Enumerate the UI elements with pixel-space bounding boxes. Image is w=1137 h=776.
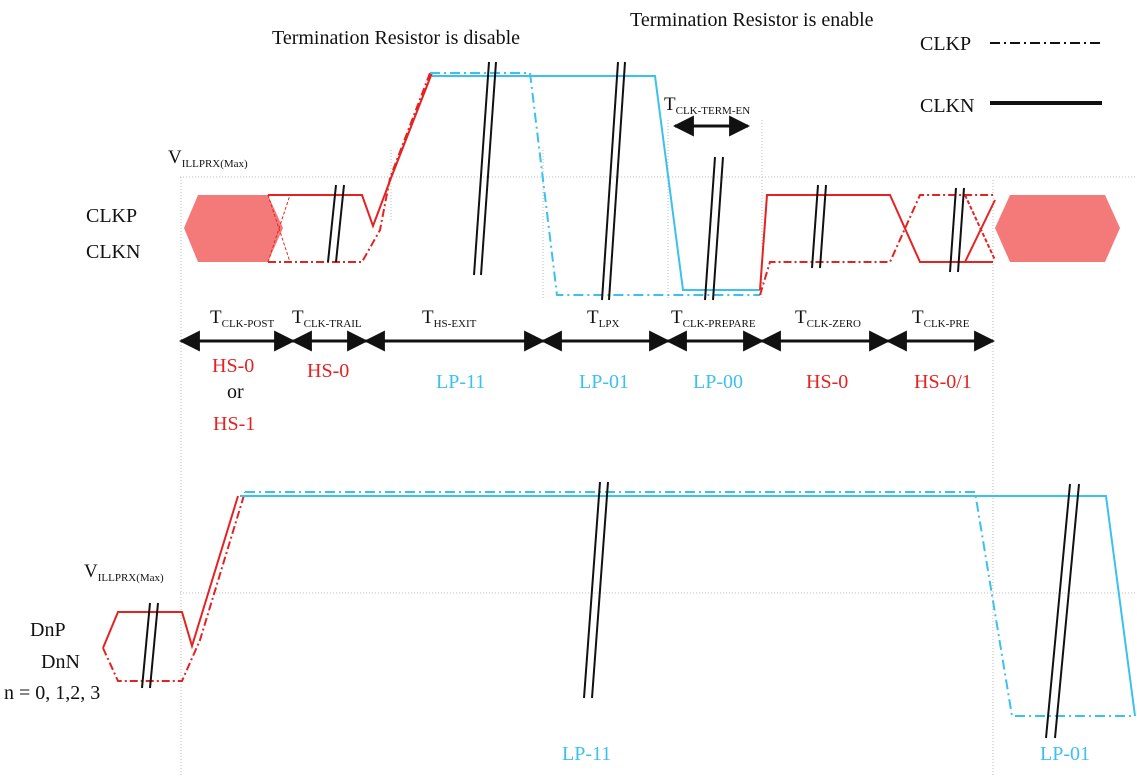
termination-enable-note: Termination Resistor is enable <box>630 9 874 31</box>
data-threshold-label: VILLPRX(Max) <box>84 561 164 584</box>
state-lp00: LP-00 <box>693 371 743 393</box>
state-hs01: HS-0/1 <box>914 371 972 393</box>
clock-break-marks <box>327 61 965 301</box>
clkp-signal-label: CLKP <box>86 205 137 227</box>
termination-disable-note: Termination Resistor is disable <box>272 27 520 49</box>
clkp-hs-trail <box>268 72 431 263</box>
clkn-lp-segment <box>432 75 760 291</box>
timing-label-hs-exit: THS-EXIT <box>422 307 477 330</box>
timing-label-lpx: TLPX <box>587 307 619 330</box>
timing-label-clk-trail: TCLK-TRAIL <box>292 307 362 330</box>
dnp-hs-segment <box>102 495 239 650</box>
dnn-signal-label: DnN <box>41 651 80 673</box>
state-lp11: LP-11 <box>436 371 485 393</box>
state-hs0: HS-0 <box>212 355 254 377</box>
data-state-lp11: LP-11 <box>562 743 611 765</box>
dnp-lp-segment <box>240 495 1136 717</box>
state-lp01: LP-01 <box>579 371 629 393</box>
clkp-hs-zero <box>759 194 993 296</box>
timing-label-clk-prepare: TCLK-PREPARE <box>671 307 756 330</box>
clkn-hs-trail <box>268 72 433 229</box>
clkn-hs-zero <box>759 194 993 291</box>
state-hs0-zero: HS-0 <box>806 371 848 393</box>
timing-label-clk-pre: TCLK-PRE <box>912 307 970 330</box>
lane-index-label: n = 0, 1,2, 3 <box>4 682 100 704</box>
timing-labels: TCLK-POST TCLK-TRAIL THS-EXIT TLPX TCLK-… <box>210 307 970 330</box>
dnn-lp-segment <box>245 491 1135 717</box>
clock-waveform <box>184 61 1120 301</box>
clock-threshold-label: VILLPRX(Max) <box>168 147 248 170</box>
state-or: or <box>227 381 244 403</box>
legend-clkn-label: CLKN <box>920 95 974 117</box>
guide-lines <box>180 120 1135 776</box>
data-state-lp01: LP-01 <box>1040 743 1090 765</box>
crossover <box>267 194 291 263</box>
timing-label-clk-zero: TCLK-ZERO <box>795 307 861 330</box>
data-break-marks <box>141 481 1080 739</box>
clkn-signal-label: CLKN <box>86 241 140 263</box>
legend-clkp-label: CLKP <box>920 33 971 55</box>
state-labels: HS-0 or HS-1 HS-0 LP-11 LP-01 LP-00 HS-0… <box>212 355 972 435</box>
crossover <box>964 199 996 263</box>
hs-data-block-right <box>995 195 1120 262</box>
hs-data-block-left <box>184 195 283 262</box>
data-waveform <box>102 481 1136 739</box>
timing-label-clk-post: TCLK-POST <box>210 307 274 330</box>
state-hs1: HS-1 <box>213 413 255 435</box>
dnp-signal-label: DnP <box>30 619 66 641</box>
crossover <box>964 194 996 261</box>
clkp-lp-segment <box>430 72 760 296</box>
legend: CLKP CLKN <box>920 33 1102 117</box>
term-en-label: TCLK-TERM-EN <box>664 94 750 117</box>
dnn-hs-segment <box>102 491 246 682</box>
state-hs0-trail: HS-0 <box>307 360 349 382</box>
